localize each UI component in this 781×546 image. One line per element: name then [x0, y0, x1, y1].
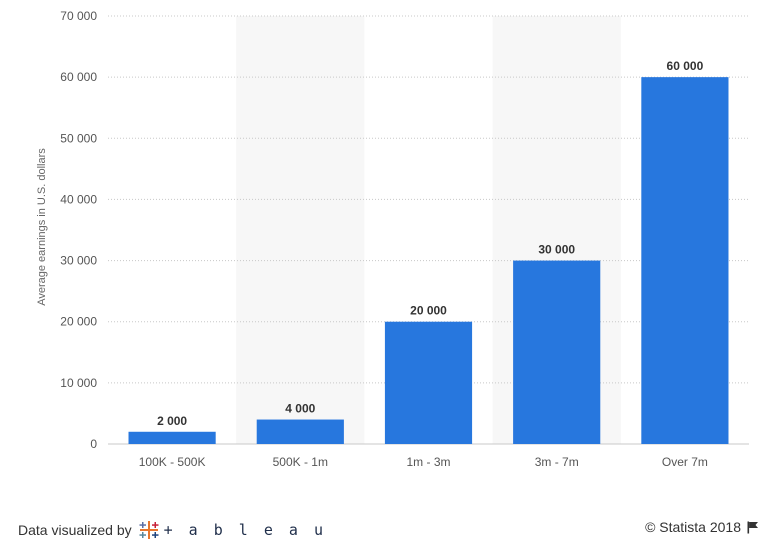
- bar: [384, 321, 473, 444]
- data-labels: 2 000 4 000 20 000 30 000 60 000: [157, 59, 703, 428]
- band-2: [236, 16, 365, 444]
- tableau-logo: + a b l e a u: [138, 519, 327, 541]
- tableau-cross-icon: [139, 521, 159, 539]
- alternating-bands: [236, 16, 621, 444]
- x-tick-label: 1m - 3m: [406, 455, 450, 469]
- y-tick-label: 40 000: [60, 192, 97, 206]
- data-label: 30 000: [538, 243, 575, 257]
- x-axis-ticks: 100K - 500K 500K - 1m 1m - 3m 3m - 7m Over 7…: [139, 455, 708, 469]
- data-label: 60 000: [667, 59, 704, 73]
- data-label: 2 000: [157, 414, 187, 428]
- x-tick-label: 100K - 500K: [139, 455, 206, 469]
- footer: Data visualized by + a b l e a u © Stati…: [0, 510, 781, 540]
- bar: [513, 260, 601, 444]
- y-tick-label: 60 000: [60, 70, 97, 84]
- y-tick-label: 70 000: [60, 9, 97, 23]
- y-tick-label: 20 000: [60, 315, 97, 329]
- x-tick-label: Over 7m: [662, 455, 708, 469]
- x-tick-label: 3m - 7m: [535, 455, 579, 469]
- y-tick-label: 10 000: [60, 376, 97, 390]
- y-axis-ticks: 0 10 000 20 000 30 000 40 000 50 000 60 000 70 …: [60, 9, 97, 451]
- credit-label: Data visualized by: [18, 522, 132, 538]
- y-axis-label: Average earnings in U.S. dollars: [36, 148, 48, 306]
- bar: [641, 77, 729, 445]
- bar: [128, 431, 216, 444]
- statista-copyright[interactable]: © Statista 2018: [645, 519, 759, 535]
- flag-icon[interactable]: [747, 521, 759, 534]
- y-tick-label: 0: [90, 437, 97, 451]
- data-label: 20 000: [410, 304, 447, 318]
- data-label: 4 000: [285, 402, 315, 416]
- y-tick-label: 30 000: [60, 254, 97, 268]
- data-visualized-credit[interactable]: Data visualized by + a b l e a u: [18, 519, 327, 541]
- tableau-wordmark: + a b l e a u: [163, 521, 327, 539]
- copyright-text: © Statista 2018: [645, 519, 741, 535]
- bar: [256, 419, 344, 444]
- x-tick-label: 500K - 1m: [273, 455, 328, 469]
- y-tick-label: 50 000: [60, 131, 97, 145]
- bars: [128, 77, 729, 445]
